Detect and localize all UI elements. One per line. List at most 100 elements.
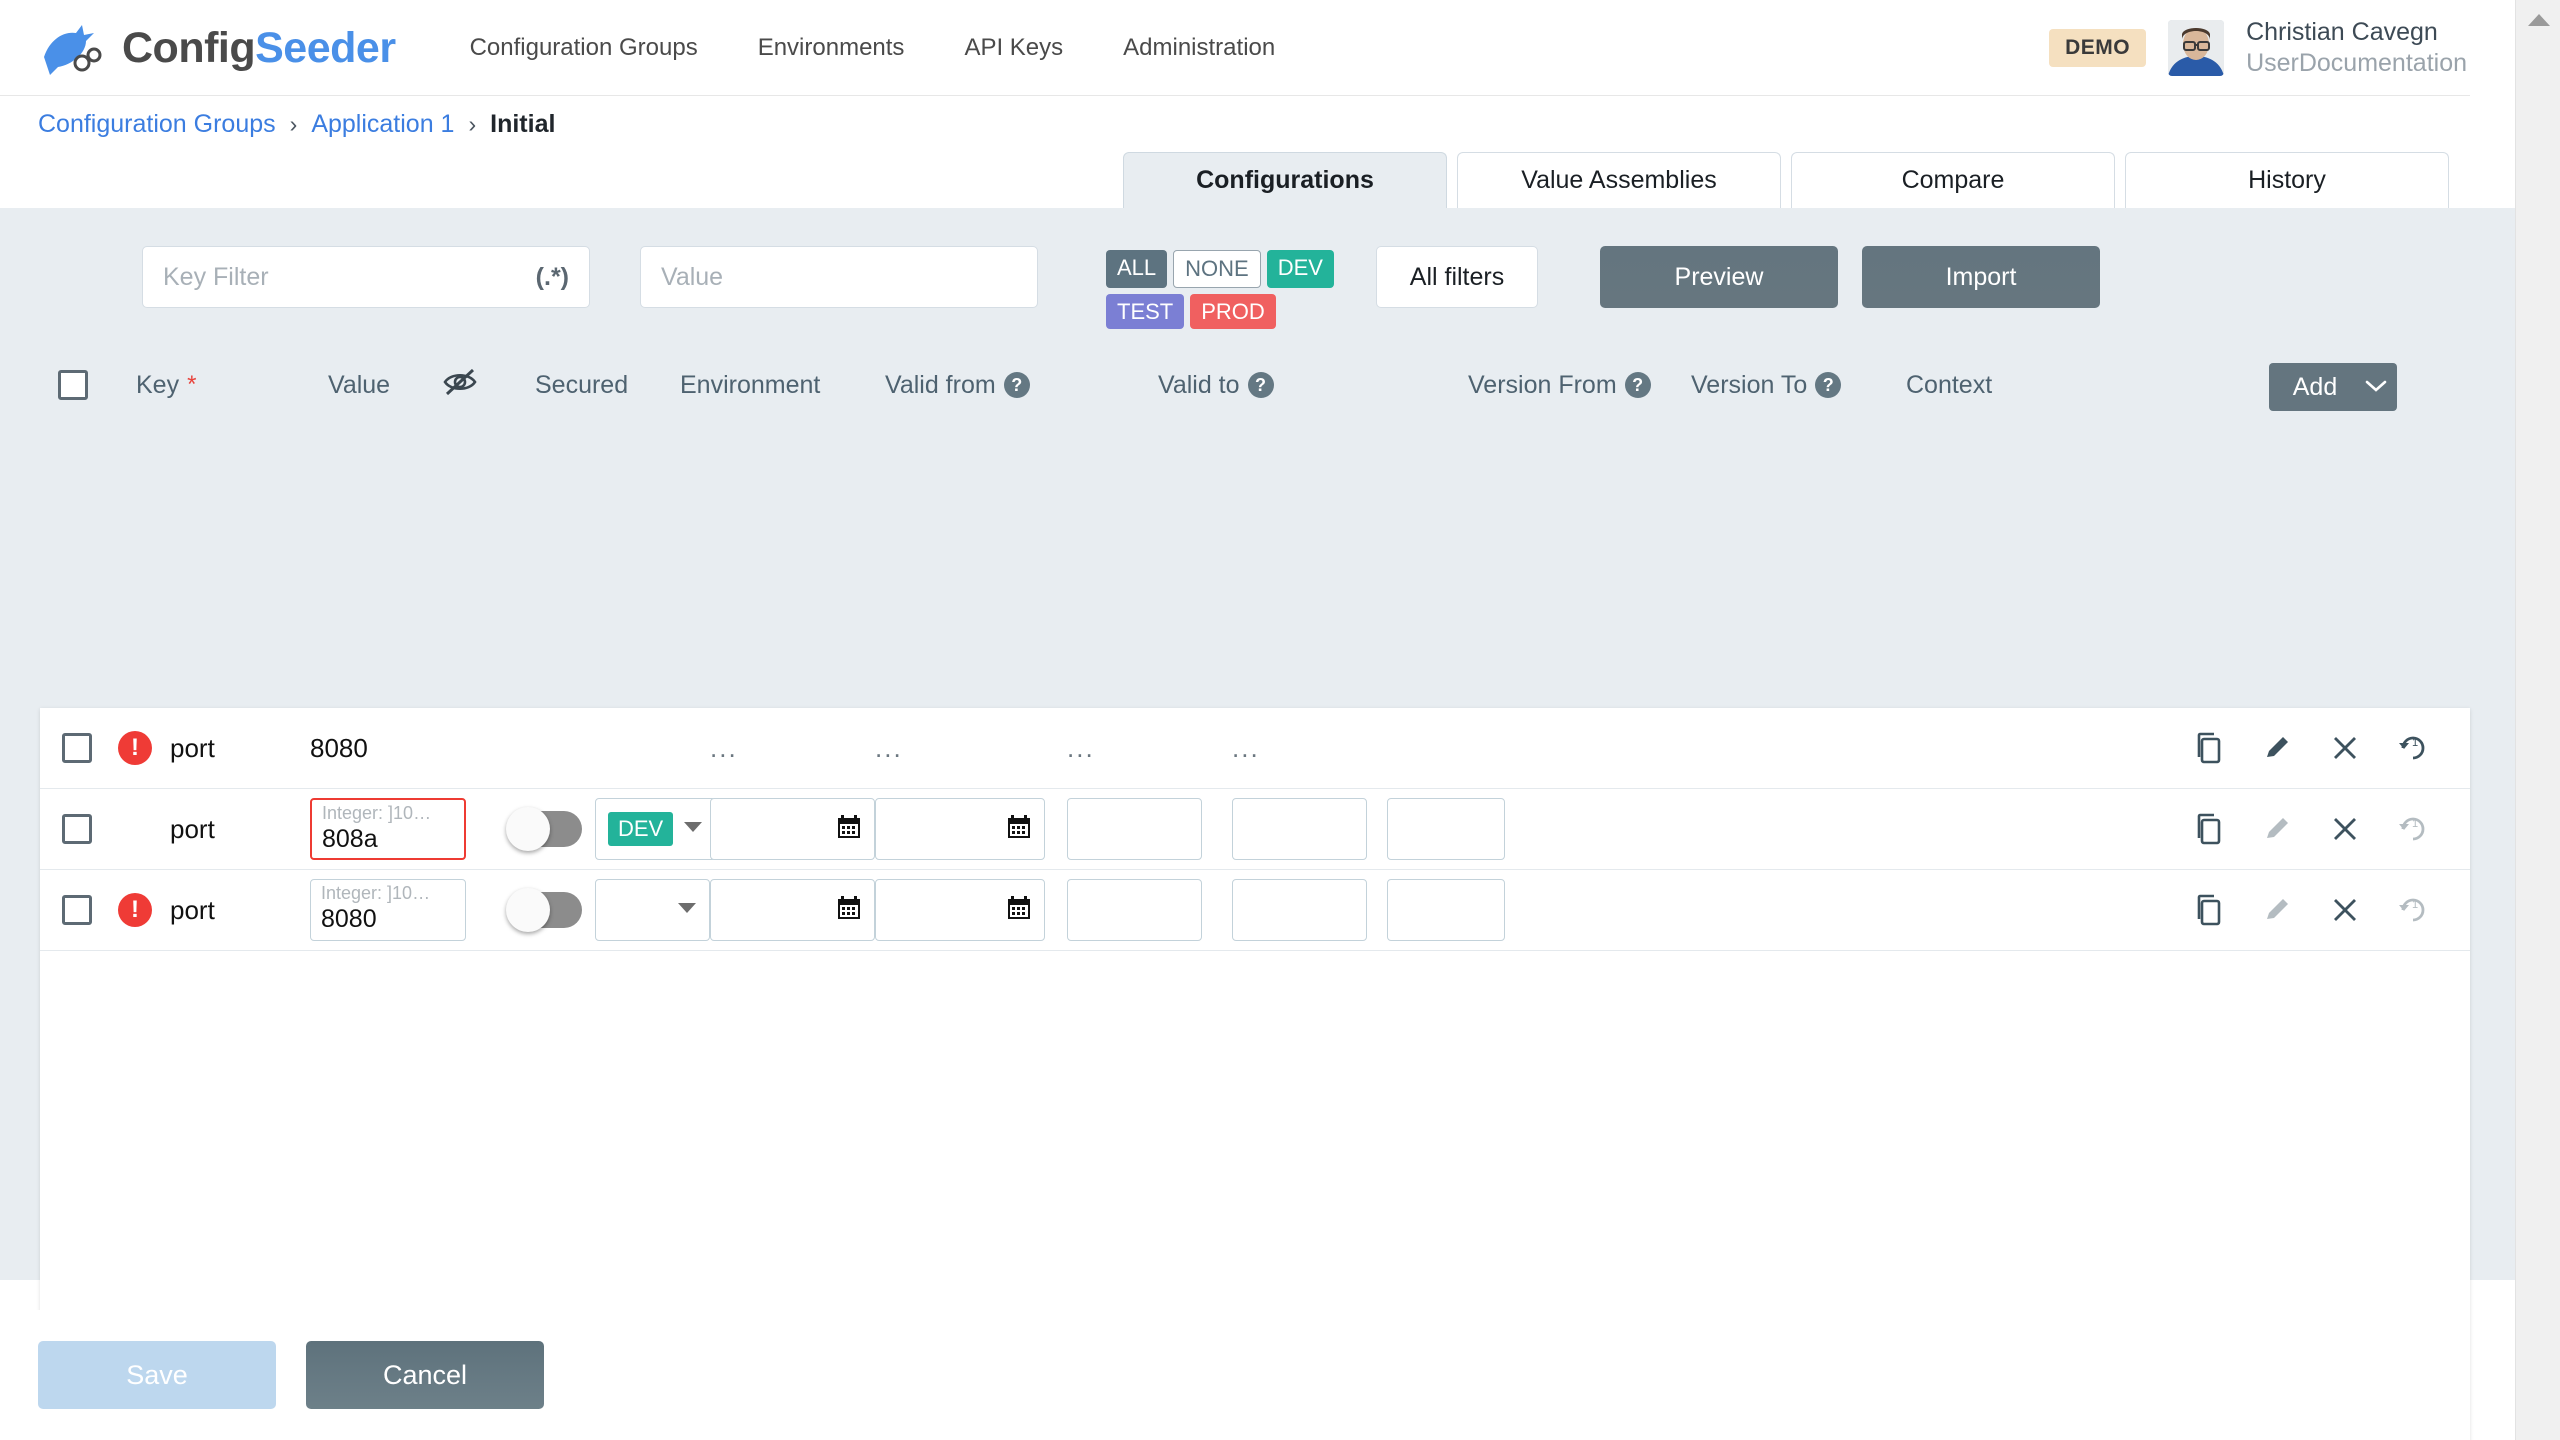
environment-select[interactable]: DEV bbox=[595, 798, 717, 860]
history-icon[interactable]: 1 bbox=[2396, 731, 2430, 765]
column-header-key[interactable]: Key * bbox=[136, 371, 328, 400]
regex-indicator[interactable]: (.*) bbox=[535, 262, 569, 291]
nav-item-configuration-groups[interactable]: Configuration Groups bbox=[469, 34, 698, 61]
row-checkbox[interactable] bbox=[62, 895, 92, 925]
column-header-environment[interactable]: Environment bbox=[680, 371, 885, 400]
nav-item-api-keys[interactable]: API Keys bbox=[964, 34, 1064, 61]
help-icon[interactable]: ? bbox=[1815, 372, 1842, 398]
env-chip-prod[interactable]: PROD bbox=[1190, 293, 1276, 329]
cell-valid-to bbox=[875, 798, 1067, 860]
column-header-value[interactable]: Value bbox=[328, 371, 443, 400]
cell-value-text: 8080 bbox=[310, 732, 368, 763]
env-chip-test[interactable]: TEST bbox=[1106, 293, 1185, 329]
calendar-icon[interactable] bbox=[1006, 814, 1032, 845]
version-from-input[interactable] bbox=[1067, 798, 1202, 860]
column-header-secured[interactable]: Secured bbox=[535, 371, 680, 400]
nav-item-environments[interactable]: Environments bbox=[757, 34, 905, 61]
chevron-down-icon[interactable] bbox=[2355, 376, 2397, 399]
environment-filter-chips: ALL NONE DEV TEST PROD bbox=[1106, 246, 1336, 329]
row-select-cell bbox=[40, 814, 118, 844]
help-icon[interactable]: ? bbox=[1003, 372, 1030, 398]
column-header-version-to[interactable]: Version To ? bbox=[1691, 371, 1906, 400]
valid-to-date-input[interactable] bbox=[875, 798, 1045, 860]
cell-version-to-text: ... bbox=[1232, 732, 1260, 763]
secured-toggle[interactable] bbox=[506, 888, 582, 932]
context-input[interactable] bbox=[1387, 798, 1505, 860]
column-header-valid-to-label: Valid to bbox=[1158, 370, 1240, 399]
tab-value-assemblies[interactable]: Value Assemblies bbox=[1457, 152, 1781, 208]
brand-title: ConfigSeeder bbox=[122, 24, 396, 73]
select-all-checkbox[interactable] bbox=[58, 370, 88, 400]
all-filters-button[interactable]: All filters bbox=[1376, 246, 1538, 308]
calendar-icon[interactable] bbox=[1006, 895, 1032, 926]
user-info[interactable]: Christian Cavegn UserDocumentation bbox=[2246, 17, 2467, 80]
copy-icon[interactable] bbox=[2192, 893, 2226, 927]
edit-icon[interactable] bbox=[2260, 731, 2294, 765]
import-button[interactable]: Import bbox=[1862, 246, 2100, 308]
save-button[interactable]: Save bbox=[38, 1341, 276, 1409]
key-filter-input[interactable]: Key Filter (.*) bbox=[142, 246, 590, 308]
column-header-valid-to[interactable]: Valid to ? bbox=[1158, 371, 1468, 400]
env-chip-all[interactable]: ALL bbox=[1106, 250, 1168, 288]
demo-badge: DEMO bbox=[2049, 29, 2147, 67]
version-to-input[interactable] bbox=[1232, 798, 1367, 860]
version-from-input[interactable] bbox=[1067, 879, 1202, 941]
tab-history[interactable]: History bbox=[2125, 152, 2449, 208]
nav-item-administration[interactable]: Administration bbox=[1123, 34, 1276, 61]
value-filter-input[interactable]: Value bbox=[640, 246, 1038, 308]
help-icon[interactable]: ? bbox=[1624, 372, 1651, 398]
scroll-up-arrow-icon[interactable] bbox=[2528, 14, 2550, 26]
toggle-value-visibility-button[interactable] bbox=[443, 368, 535, 402]
filter-bar: Key Filter (.*) Value ALL NONE DEV TEST … bbox=[0, 208, 2515, 329]
toggle-knob bbox=[506, 888, 550, 932]
breadcrumb-item-configuration-groups[interactable]: Configuration Groups bbox=[38, 109, 276, 138]
delete-icon[interactable] bbox=[2328, 893, 2362, 927]
cancel-button[interactable]: Cancel bbox=[306, 1341, 544, 1409]
avatar[interactable] bbox=[2168, 20, 2225, 76]
column-header-context[interactable]: Context bbox=[1906, 371, 1992, 400]
delete-icon[interactable] bbox=[2328, 731, 2362, 765]
column-header-version-from[interactable]: Version From ? bbox=[1468, 371, 1691, 400]
calendar-icon[interactable] bbox=[836, 895, 862, 926]
valid-from-date-input[interactable] bbox=[710, 798, 875, 860]
calendar-icon[interactable] bbox=[836, 814, 862, 845]
cell-key: port bbox=[170, 732, 215, 763]
help-icon[interactable]: ? bbox=[1247, 372, 1274, 398]
tab-bar: Configurations Value Assemblies Compare … bbox=[0, 152, 2515, 208]
context-input[interactable] bbox=[1387, 879, 1505, 941]
configseeder-logo-icon bbox=[36, 17, 106, 79]
header-divider bbox=[0, 95, 2470, 96]
table-row: port Integer: ]10… 808a DEV bbox=[40, 789, 2470, 870]
version-to-input[interactable] bbox=[1232, 879, 1367, 941]
brand-seeder: Seeder bbox=[255, 23, 396, 72]
environment-select[interactable] bbox=[595, 879, 710, 941]
copy-icon[interactable] bbox=[2192, 812, 2226, 846]
cell-environment bbox=[595, 879, 710, 941]
chevron-down-icon[interactable] bbox=[677, 901, 697, 919]
chevron-down-icon[interactable] bbox=[683, 820, 703, 838]
row-checkbox[interactable] bbox=[62, 814, 92, 844]
secured-toggle[interactable] bbox=[506, 807, 582, 851]
page-scrollbar[interactable] bbox=[2515, 0, 2560, 1440]
add-button[interactable]: Add bbox=[2269, 363, 2397, 411]
value-input[interactable]: Integer: ]10… 8080 bbox=[310, 879, 466, 941]
cell-version-from-text: ... bbox=[1067, 732, 1095, 763]
env-chip-none[interactable]: NONE bbox=[1173, 250, 1261, 288]
valid-to-date-input[interactable] bbox=[875, 879, 1045, 941]
delete-icon[interactable] bbox=[2328, 812, 2362, 846]
tab-compare[interactable]: Compare bbox=[1791, 152, 2115, 208]
breadcrumb: Configuration Groups › Application 1 › I… bbox=[0, 96, 2515, 152]
value-type-hint: Integer: ]10… bbox=[322, 804, 432, 823]
preview-button[interactable]: Preview bbox=[1600, 246, 1838, 308]
cell-environment: DEV bbox=[595, 798, 717, 860]
tab-configurations[interactable]: Configurations bbox=[1123, 152, 1447, 208]
value-input[interactable]: Integer: ]10… 808a bbox=[310, 798, 466, 860]
breadcrumb-item-application-1[interactable]: Application 1 bbox=[311, 109, 455, 138]
valid-from-date-input[interactable] bbox=[710, 879, 875, 941]
column-header-valid-from[interactable]: Valid from ? bbox=[885, 371, 1158, 400]
env-chip-dev[interactable]: DEV bbox=[1266, 250, 1334, 288]
copy-icon[interactable] bbox=[2192, 731, 2226, 765]
brand-logo[interactable]: ConfigSeeder bbox=[36, 17, 396, 79]
row-checkbox[interactable] bbox=[62, 733, 92, 763]
user-role: UserDocumentation bbox=[2246, 49, 2467, 77]
